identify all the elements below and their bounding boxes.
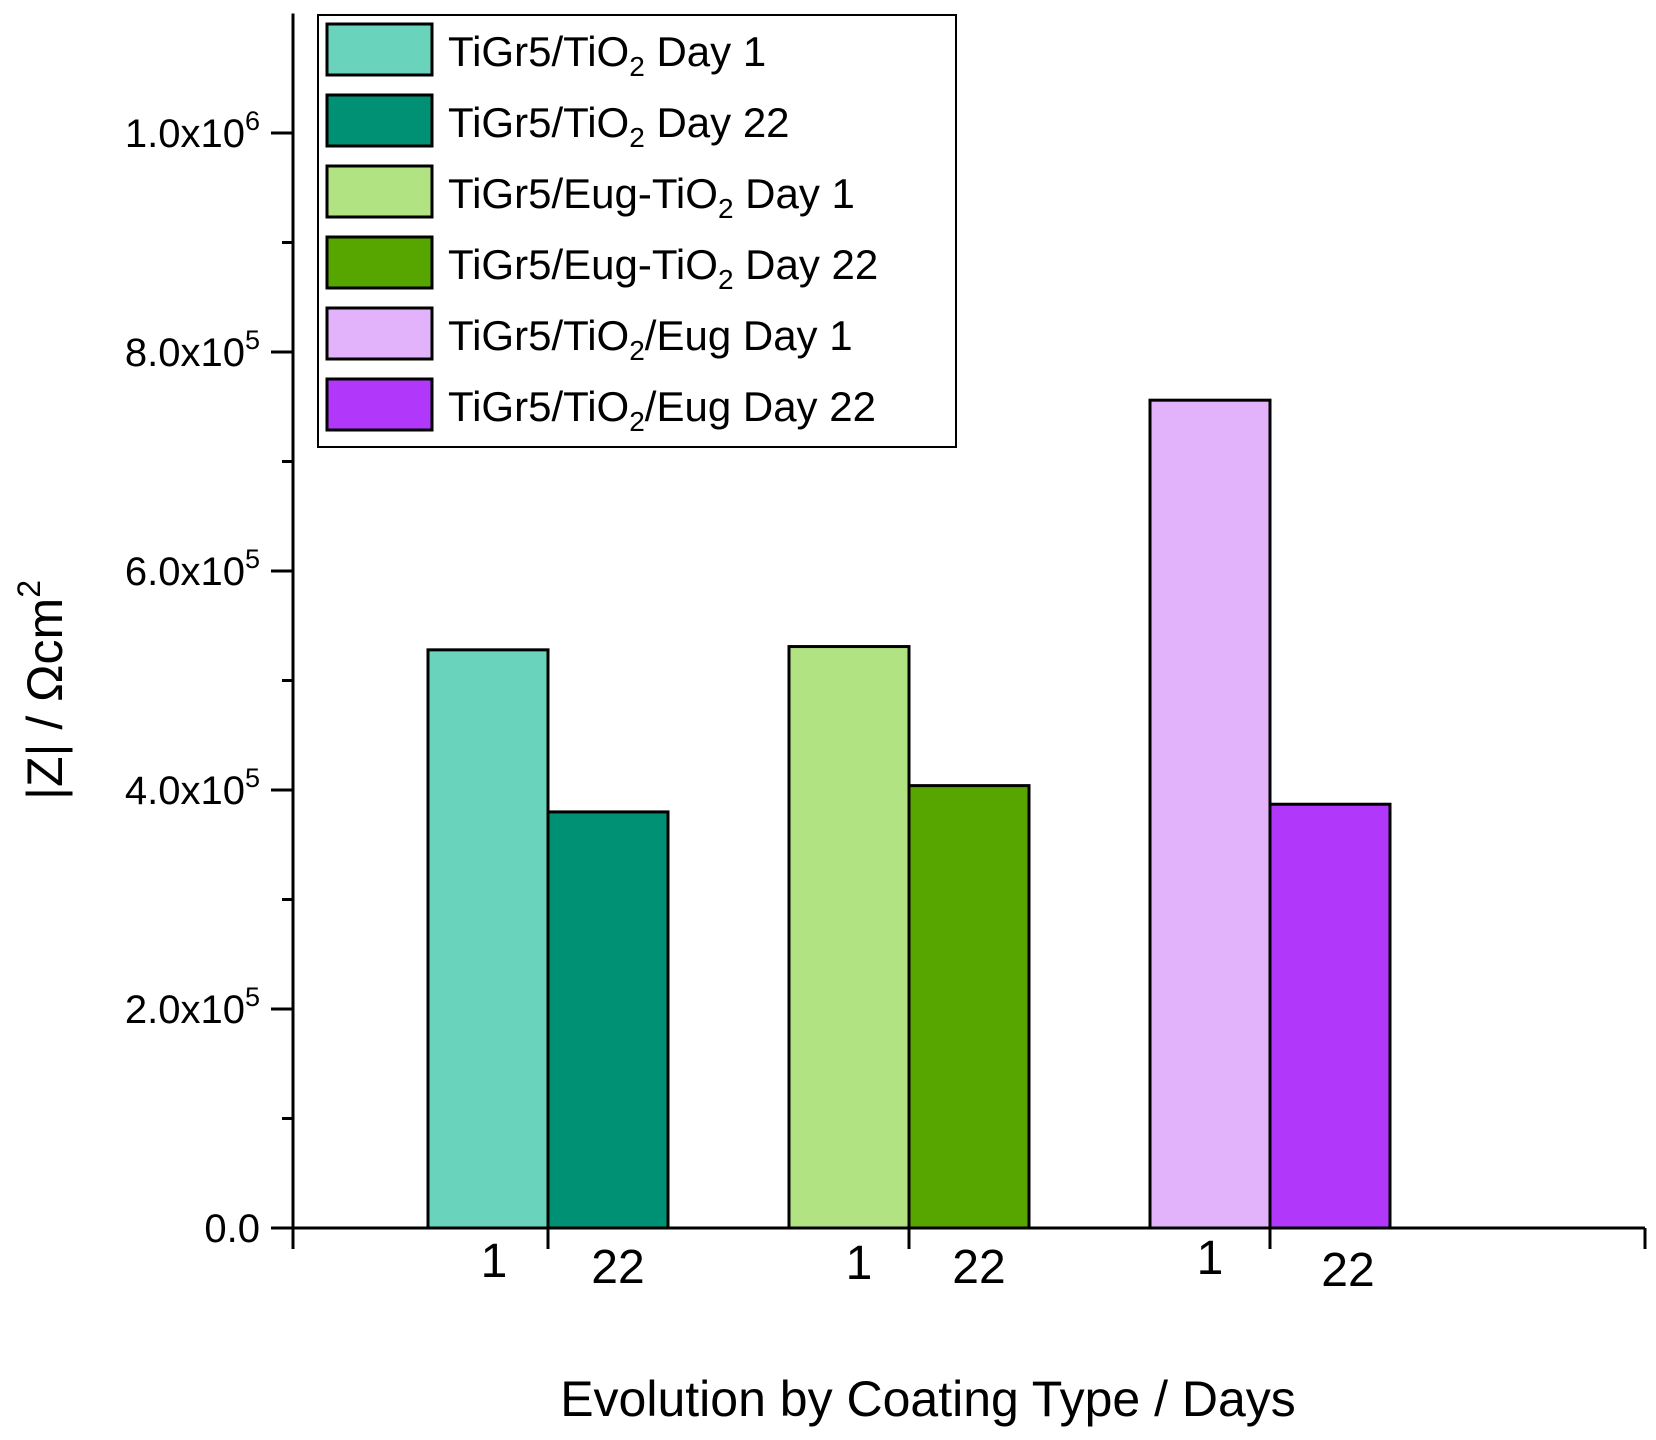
y-axis-title-sup: 2 xyxy=(11,580,47,598)
legend-swatch xyxy=(325,235,434,290)
y-tick-label: 2.0x105 xyxy=(125,982,260,1032)
legend-label: TiGr5/TiO2 Day 22 xyxy=(448,99,790,153)
tick-labels: 0.0 2.0x105 4.0x105 6.0x105 8.0x105 1.0x106 1 2… xyxy=(125,106,1375,1297)
y-tick-label: 1.0x106 xyxy=(125,106,260,156)
x-tick-label: 22 xyxy=(952,1241,1005,1294)
x-tick-label: 22 xyxy=(591,1241,644,1294)
legend: TiGr5/TiO2 Day 1 TiGr5/TiO2 Day 22 TiGr5/E… xyxy=(317,14,957,448)
y-tick-label: 6.0x105 xyxy=(125,544,260,594)
legend-label: TiGr5/Eug-TiO2 Day 1 xyxy=(448,170,855,224)
legend-label: TiGr5/Eug-TiO2 Day 22 xyxy=(448,241,878,295)
bar-3-1 xyxy=(1148,398,1272,1230)
x-axis-title: Evolution by Coating Type / Days xyxy=(560,1371,1296,1427)
legend-swatch xyxy=(325,377,434,432)
bar-1-1 xyxy=(426,648,550,1230)
y-axis-title-text: |Z| / Ωcm xyxy=(17,598,73,800)
y-tick-label: 4.0x105 xyxy=(125,763,260,813)
legend-swatch xyxy=(325,164,434,219)
bar-3-2 xyxy=(1268,802,1392,1230)
y-tick-label: 0.0 xyxy=(204,1207,260,1251)
bar-1-2 xyxy=(546,810,670,1230)
bar-2-1 xyxy=(787,645,911,1230)
x-tick-label: 1 xyxy=(481,1235,508,1288)
y-axis-title: |Z| / Ωcm2 xyxy=(11,580,73,800)
legend-swatch xyxy=(325,306,434,361)
legend-swatch xyxy=(325,93,434,148)
legend-label: TiGr5/TiO2/Eug Day 1 xyxy=(448,312,853,366)
y-tick-label: 8.0x105 xyxy=(125,325,260,375)
legend-swatch xyxy=(325,22,434,77)
x-tick-label: 22 xyxy=(1321,1244,1374,1297)
legend-label: TiGr5/TiO2 Day 1 xyxy=(448,28,766,82)
legend-label: TiGr5/TiO2/Eug Day 22 xyxy=(448,383,876,437)
x-tick-label: 1 xyxy=(1197,1232,1224,1285)
x-tick-label: 1 xyxy=(846,1237,873,1290)
legend-box xyxy=(317,14,957,448)
bar-2-2 xyxy=(907,784,1031,1230)
bars xyxy=(426,398,1392,1230)
